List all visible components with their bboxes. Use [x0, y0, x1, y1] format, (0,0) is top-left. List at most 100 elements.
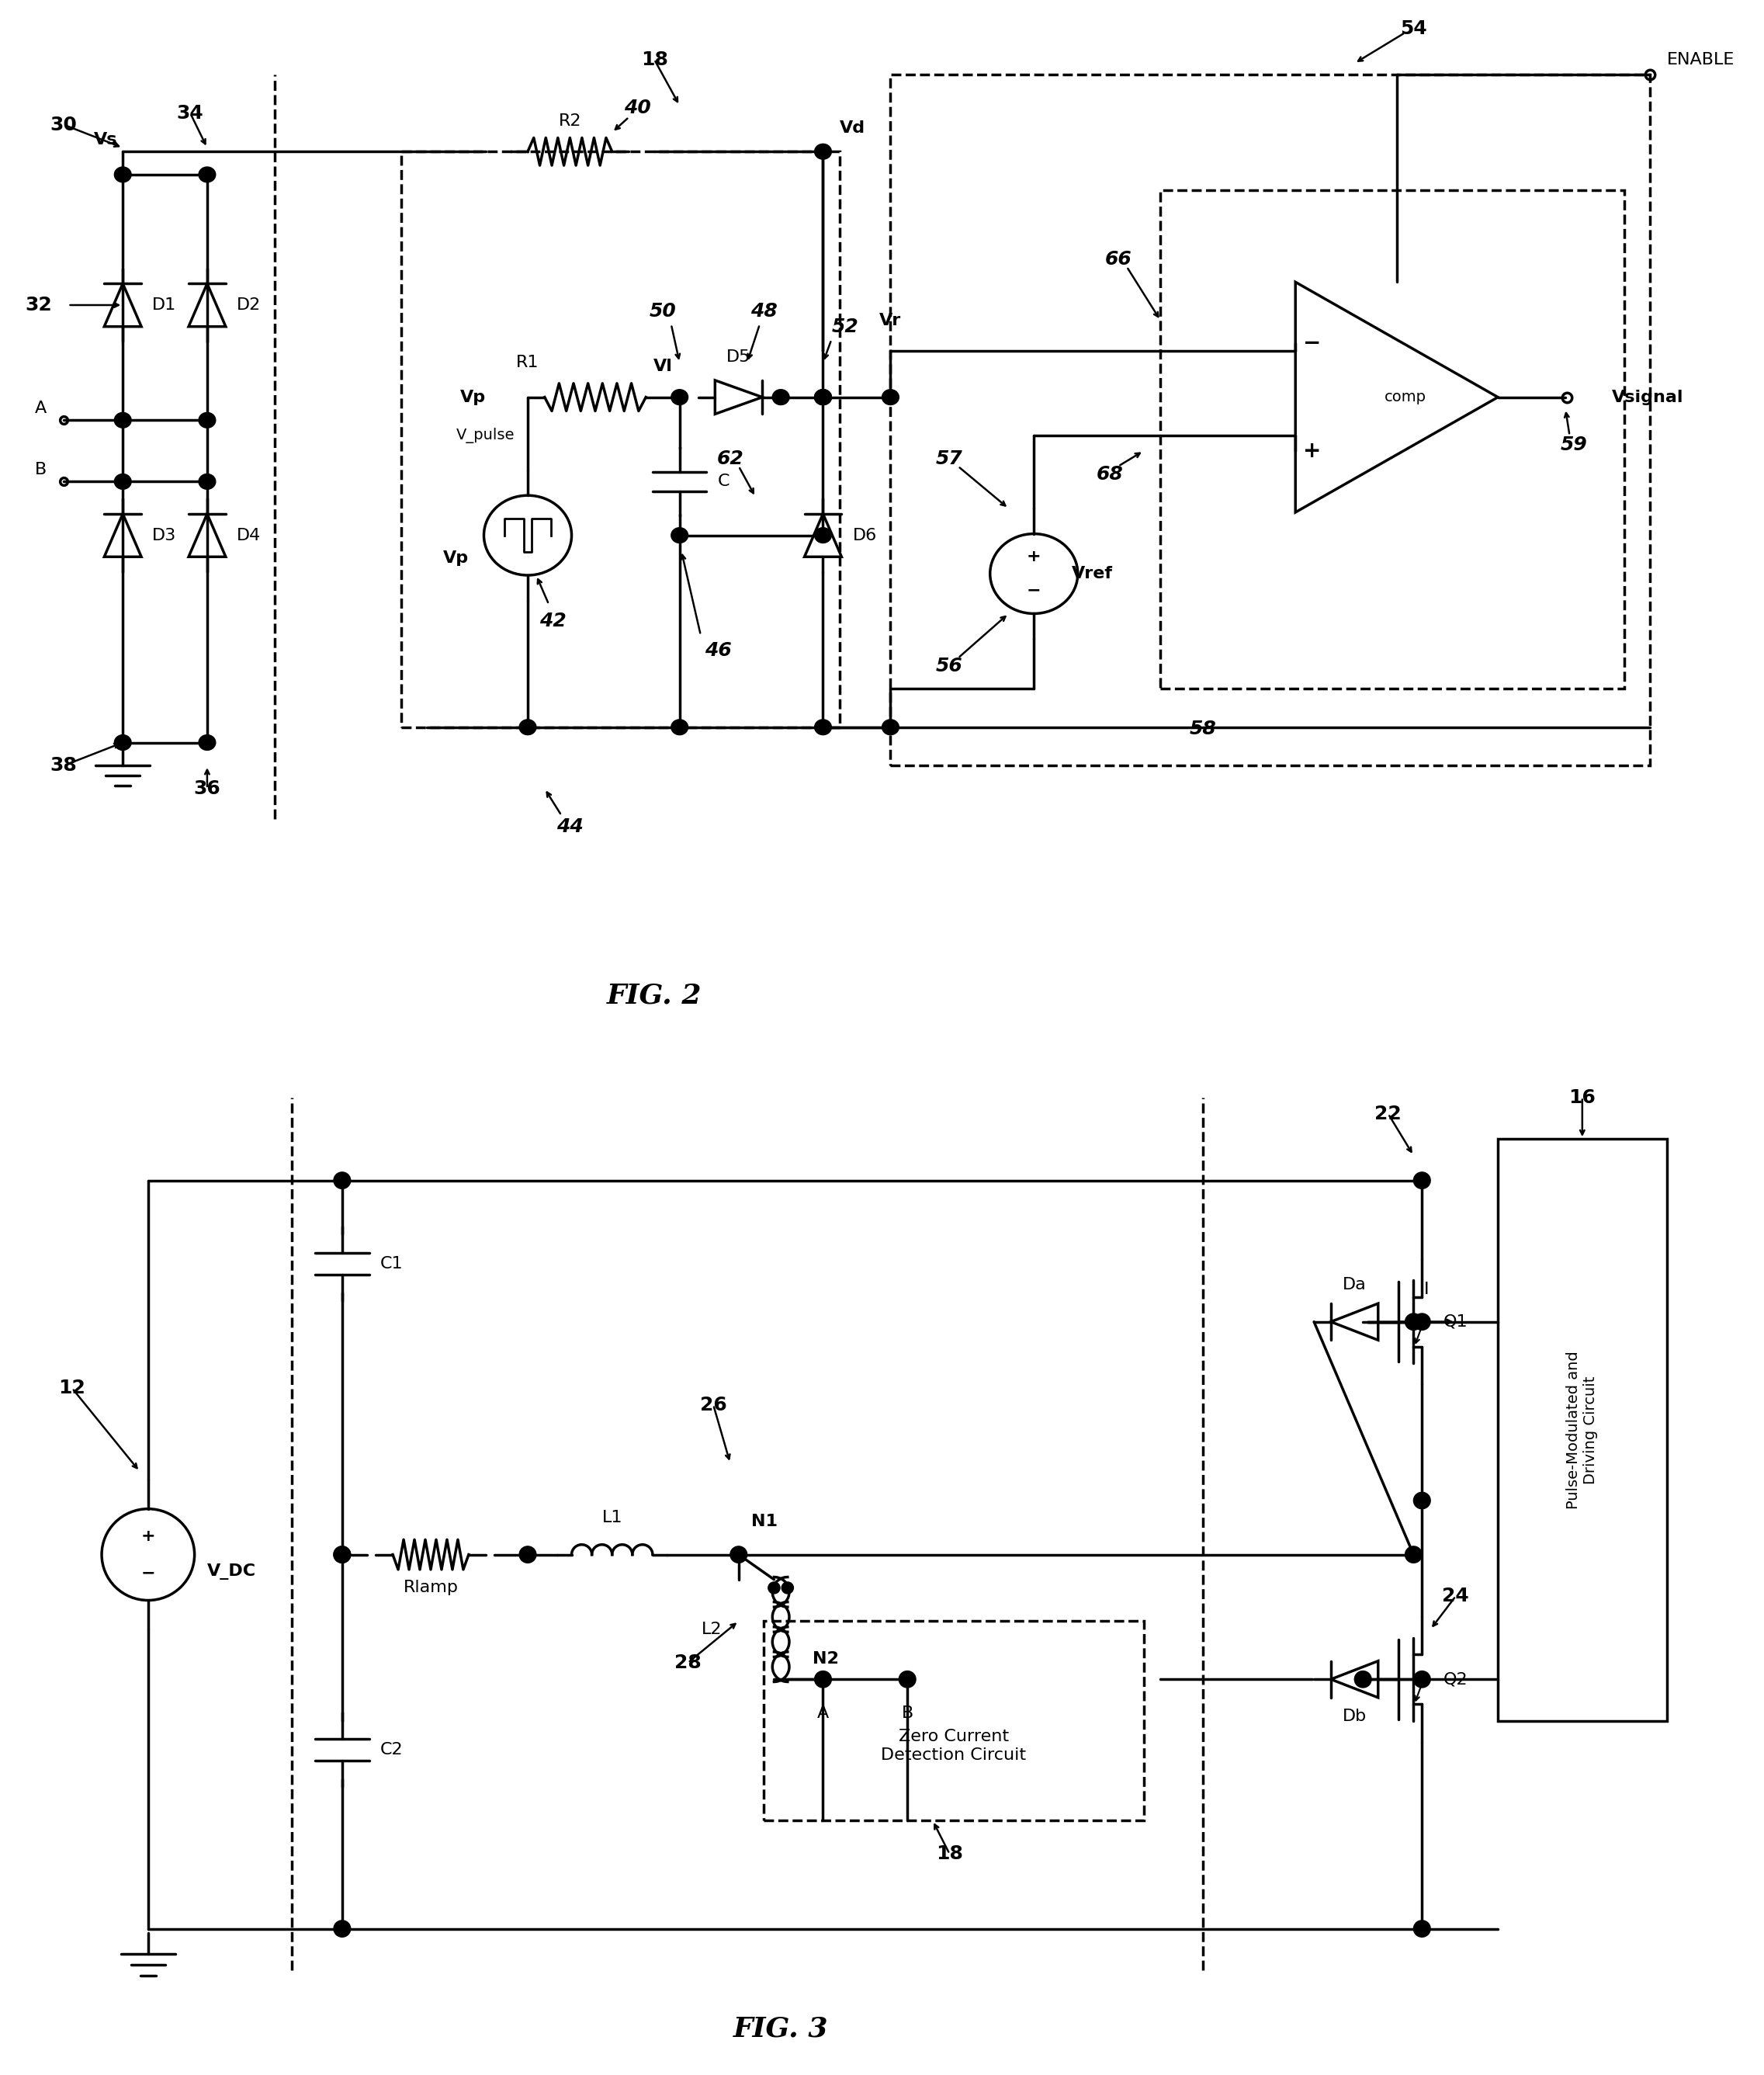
Text: 59: 59	[1561, 436, 1588, 454]
Text: 50: 50	[649, 301, 676, 320]
Circle shape	[767, 1581, 780, 1594]
Text: −: −	[141, 1565, 155, 1581]
Text: 34: 34	[176, 104, 205, 122]
Text: 18: 18	[937, 1845, 963, 1863]
Text: 58: 58	[1189, 720, 1215, 739]
Text: 18: 18	[640, 50, 669, 68]
Circle shape	[815, 390, 831, 405]
Circle shape	[115, 166, 131, 183]
Text: 62: 62	[716, 450, 744, 467]
Text: N2: N2	[813, 1652, 840, 1666]
Text: +: +	[1027, 550, 1041, 564]
Text: D1: D1	[152, 297, 176, 313]
Circle shape	[1413, 1492, 1431, 1509]
Text: 26: 26	[700, 1396, 727, 1415]
Circle shape	[333, 1919, 351, 1938]
Bar	[1161, 191, 1625, 689]
Text: Vl: Vl	[653, 359, 672, 374]
Circle shape	[815, 390, 831, 405]
Text: 44: 44	[556, 818, 584, 836]
Text: 56: 56	[937, 656, 963, 674]
Circle shape	[1413, 1919, 1431, 1938]
Text: D6: D6	[852, 527, 877, 544]
Bar	[764, 1621, 1143, 1820]
Text: Pulse-Modulated and
Driving Circuit: Pulse-Modulated and Driving Circuit	[1566, 1351, 1598, 1509]
Text: L1: L1	[602, 1511, 623, 1525]
Circle shape	[882, 720, 900, 735]
Text: N1: N1	[751, 1515, 778, 1529]
Circle shape	[670, 390, 688, 405]
Text: Rlamp: Rlamp	[404, 1579, 459, 1596]
Circle shape	[815, 1670, 831, 1687]
Circle shape	[815, 143, 831, 160]
Text: A: A	[35, 400, 48, 417]
Text: 16: 16	[1568, 1087, 1596, 1106]
Text: D4: D4	[236, 527, 261, 544]
Text: R1: R1	[517, 355, 540, 369]
Text: +: +	[141, 1529, 155, 1544]
Text: 38: 38	[49, 755, 78, 774]
Text: 30: 30	[49, 116, 78, 135]
Circle shape	[815, 720, 831, 735]
Circle shape	[1413, 1172, 1431, 1189]
Text: 32: 32	[25, 297, 51, 315]
Circle shape	[1413, 1313, 1431, 1330]
Text: 12: 12	[58, 1380, 86, 1399]
Circle shape	[333, 1546, 351, 1562]
Text: V_DC: V_DC	[206, 1562, 256, 1579]
Circle shape	[199, 166, 215, 183]
Text: Vd: Vd	[840, 120, 866, 137]
Text: −: −	[1304, 332, 1321, 355]
Text: C: C	[718, 473, 730, 490]
Circle shape	[900, 1670, 916, 1687]
Text: 24: 24	[1443, 1587, 1469, 1606]
Text: Vref: Vref	[1073, 566, 1113, 581]
Circle shape	[333, 1546, 351, 1562]
Circle shape	[115, 473, 131, 490]
Text: L2: L2	[702, 1623, 721, 1637]
Circle shape	[815, 390, 831, 405]
Circle shape	[670, 720, 688, 735]
Text: A: A	[817, 1706, 829, 1720]
Circle shape	[730, 1546, 748, 1562]
Text: 52: 52	[831, 317, 859, 336]
Circle shape	[199, 413, 215, 427]
Text: Da: Da	[1342, 1276, 1367, 1293]
Bar	[1498, 1139, 1667, 1720]
Text: Vsignal: Vsignal	[1612, 390, 1683, 405]
Text: R2: R2	[559, 112, 582, 129]
Text: D5: D5	[727, 349, 751, 365]
Text: 28: 28	[674, 1654, 702, 1672]
Text: Q2: Q2	[1443, 1672, 1468, 1687]
Text: Vp: Vp	[443, 550, 469, 566]
Circle shape	[1355, 1670, 1371, 1687]
Text: V_pulse: V_pulse	[457, 427, 515, 444]
Text: FIG. 3: FIG. 3	[734, 2015, 829, 2042]
Circle shape	[670, 527, 688, 544]
Circle shape	[773, 390, 789, 405]
Text: 68: 68	[1097, 465, 1124, 483]
Text: Db: Db	[1342, 1708, 1367, 1724]
Text: D3: D3	[152, 527, 176, 544]
Text: Vs: Vs	[93, 133, 118, 147]
Circle shape	[882, 390, 900, 405]
Text: −: −	[1027, 583, 1041, 598]
Text: +: +	[1304, 440, 1321, 463]
Text: C1: C1	[379, 1255, 404, 1272]
Text: 66: 66	[1104, 249, 1132, 268]
Circle shape	[781, 1581, 794, 1594]
Text: Zero Current
Detection Circuit: Zero Current Detection Circuit	[882, 1728, 1027, 1762]
Bar	[891, 75, 1649, 766]
Circle shape	[519, 720, 536, 735]
Text: 57: 57	[937, 450, 963, 467]
Text: B: B	[35, 463, 48, 477]
Text: 46: 46	[706, 641, 732, 660]
Circle shape	[199, 735, 215, 751]
Circle shape	[519, 1546, 536, 1562]
Text: D2: D2	[236, 297, 261, 313]
Text: 40: 40	[624, 98, 651, 116]
Text: Vp: Vp	[460, 390, 485, 405]
Text: Q1: Q1	[1443, 1313, 1468, 1330]
Text: 22: 22	[1374, 1104, 1402, 1123]
Text: ENABLE: ENABLE	[1667, 52, 1734, 66]
